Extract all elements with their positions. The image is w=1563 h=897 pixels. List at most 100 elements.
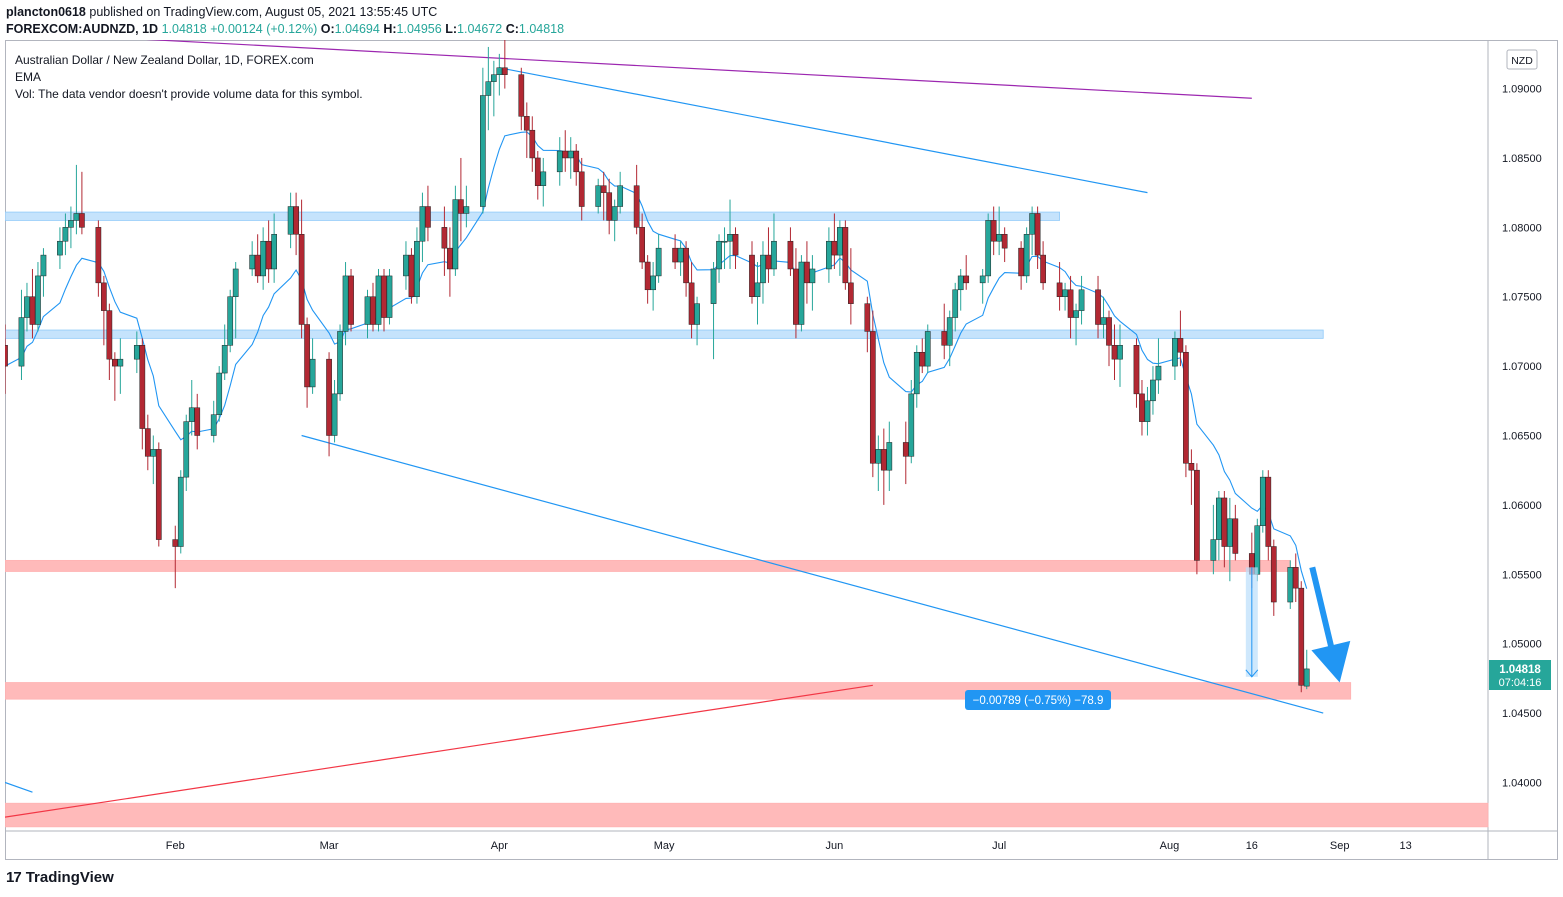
candle-body [216, 372, 223, 415]
candle-body [101, 282, 107, 311]
candle-110 [848, 248, 854, 325]
candle-62 [485, 46, 492, 131]
candle-141 [1095, 275, 1101, 339]
candlestick-chart[interactable]: 1.09000 1.08500 1.08000 1.07500 1.07000 1.065… [5, 40, 1558, 860]
candle-151 [1172, 331, 1178, 380]
candle-body [425, 206, 431, 228]
candle-131 [1018, 241, 1024, 290]
candle-body [864, 303, 871, 332]
candle-106 [826, 227, 832, 283]
candle-body [677, 247, 684, 263]
candle-96 [749, 241, 755, 304]
candle-167 [1292, 553, 1299, 603]
legend-volume[interactable]: Vol: The data vendor doesn't provide vol… [15, 87, 363, 101]
candle-body [1194, 469, 1200, 561]
publisher-name[interactable]: plancton0618 [6, 5, 86, 19]
candle-27 [216, 366, 223, 422]
close-value: 1.04818 [518, 22, 565, 36]
candle-body [57, 240, 63, 256]
trend-line-2 [301, 434, 1324, 714]
candle-98 [760, 241, 766, 304]
candle-body [1183, 351, 1189, 464]
candle-40 [309, 338, 316, 394]
candle-body [112, 358, 118, 367]
candle-body [1023, 234, 1030, 277]
candle-body [1188, 463, 1195, 471]
candle-body [18, 317, 25, 367]
candle-body [232, 268, 239, 297]
candle-75 [578, 157, 585, 221]
legend-ema[interactable]: EMA [15, 70, 42, 84]
candle-body [1221, 497, 1228, 547]
symbol-name[interactable]: FOREXCOM:AUDNZD, 1D [6, 22, 159, 36]
candle-body [150, 449, 157, 457]
candle-113 [875, 435, 882, 492]
candle-90 [694, 296, 700, 346]
candle-85 [655, 234, 662, 283]
candle-body [540, 171, 547, 186]
trend-line-4 [5, 781, 33, 793]
zone-0 [5, 211, 1060, 221]
candle-body [562, 150, 569, 159]
candle-73 [567, 137, 574, 179]
candle-31 [249, 241, 256, 276]
x-tick-label: Mar [320, 840, 339, 852]
candle-body [633, 185, 640, 228]
candle-body [529, 129, 536, 159]
open-label: O: [320, 22, 335, 36]
candle-body [480, 95, 486, 207]
candle-body [485, 81, 492, 96]
published-text: published on TradingView.com, August 05,… [89, 5, 438, 19]
low-value: 1.04672 [457, 22, 503, 36]
candle-95 [732, 227, 739, 269]
candle-body [798, 261, 805, 325]
candle-49 [381, 268, 387, 332]
candle-body [831, 240, 838, 256]
candle-body [364, 296, 371, 325]
candle-10 [79, 171, 85, 235]
legend-symbol[interactable]: Australian Dollar / New Zealand Dollar, … [15, 53, 314, 67]
candle-body [908, 393, 915, 457]
candle-body [265, 240, 272, 270]
candle-66 [518, 67, 525, 131]
candle-13 [106, 303, 113, 380]
candle-body [721, 240, 728, 243]
candle-118 [913, 345, 920, 408]
candle-body [644, 261, 651, 291]
candle-83 [644, 255, 651, 304]
currency-badge-box[interactable] [1506, 49, 1538, 70]
candle-body [1144, 400, 1151, 422]
candle-body [534, 157, 541, 186]
x-tick-label: Sep [1330, 840, 1350, 852]
low-label: L: [445, 22, 458, 36]
candle-body [254, 254, 261, 277]
candle-body [62, 227, 69, 242]
currency-badge[interactable]: NZD [1511, 55, 1533, 67]
y-tick-label: 1.06500 [1502, 431, 1542, 443]
candle-body [869, 331, 876, 464]
candle-body [221, 345, 228, 374]
candle-30 [232, 262, 239, 339]
candle-body [1155, 365, 1162, 381]
candle-142 [1100, 296, 1107, 339]
candle-164 [1265, 470, 1272, 561]
chart-area[interactable]: 1.09000 1.08500 1.08000 1.07500 1.07000 1.065… [5, 40, 1558, 860]
candle-body [1303, 668, 1310, 687]
candle-153 [1183, 345, 1189, 478]
candle-68 [529, 116, 536, 172]
measure-label-box [965, 690, 1111, 710]
candle-145 [1117, 324, 1123, 387]
candle-156 [1210, 504, 1217, 575]
candle-25 [194, 393, 201, 450]
candle-122 [946, 310, 953, 367]
candle-56 [441, 206, 448, 276]
trend-line-3 [5, 684, 873, 818]
candle-body [210, 414, 217, 436]
price-change: +0.00124 (+0.12%) [210, 22, 318, 36]
candle-body [441, 227, 448, 249]
candle-body [848, 282, 854, 304]
candle-body [304, 324, 310, 388]
tradingview-logo[interactable]: 17 TradingView [6, 869, 114, 886]
candle-body [458, 199, 464, 214]
high-value: 1.04956 [396, 22, 442, 36]
